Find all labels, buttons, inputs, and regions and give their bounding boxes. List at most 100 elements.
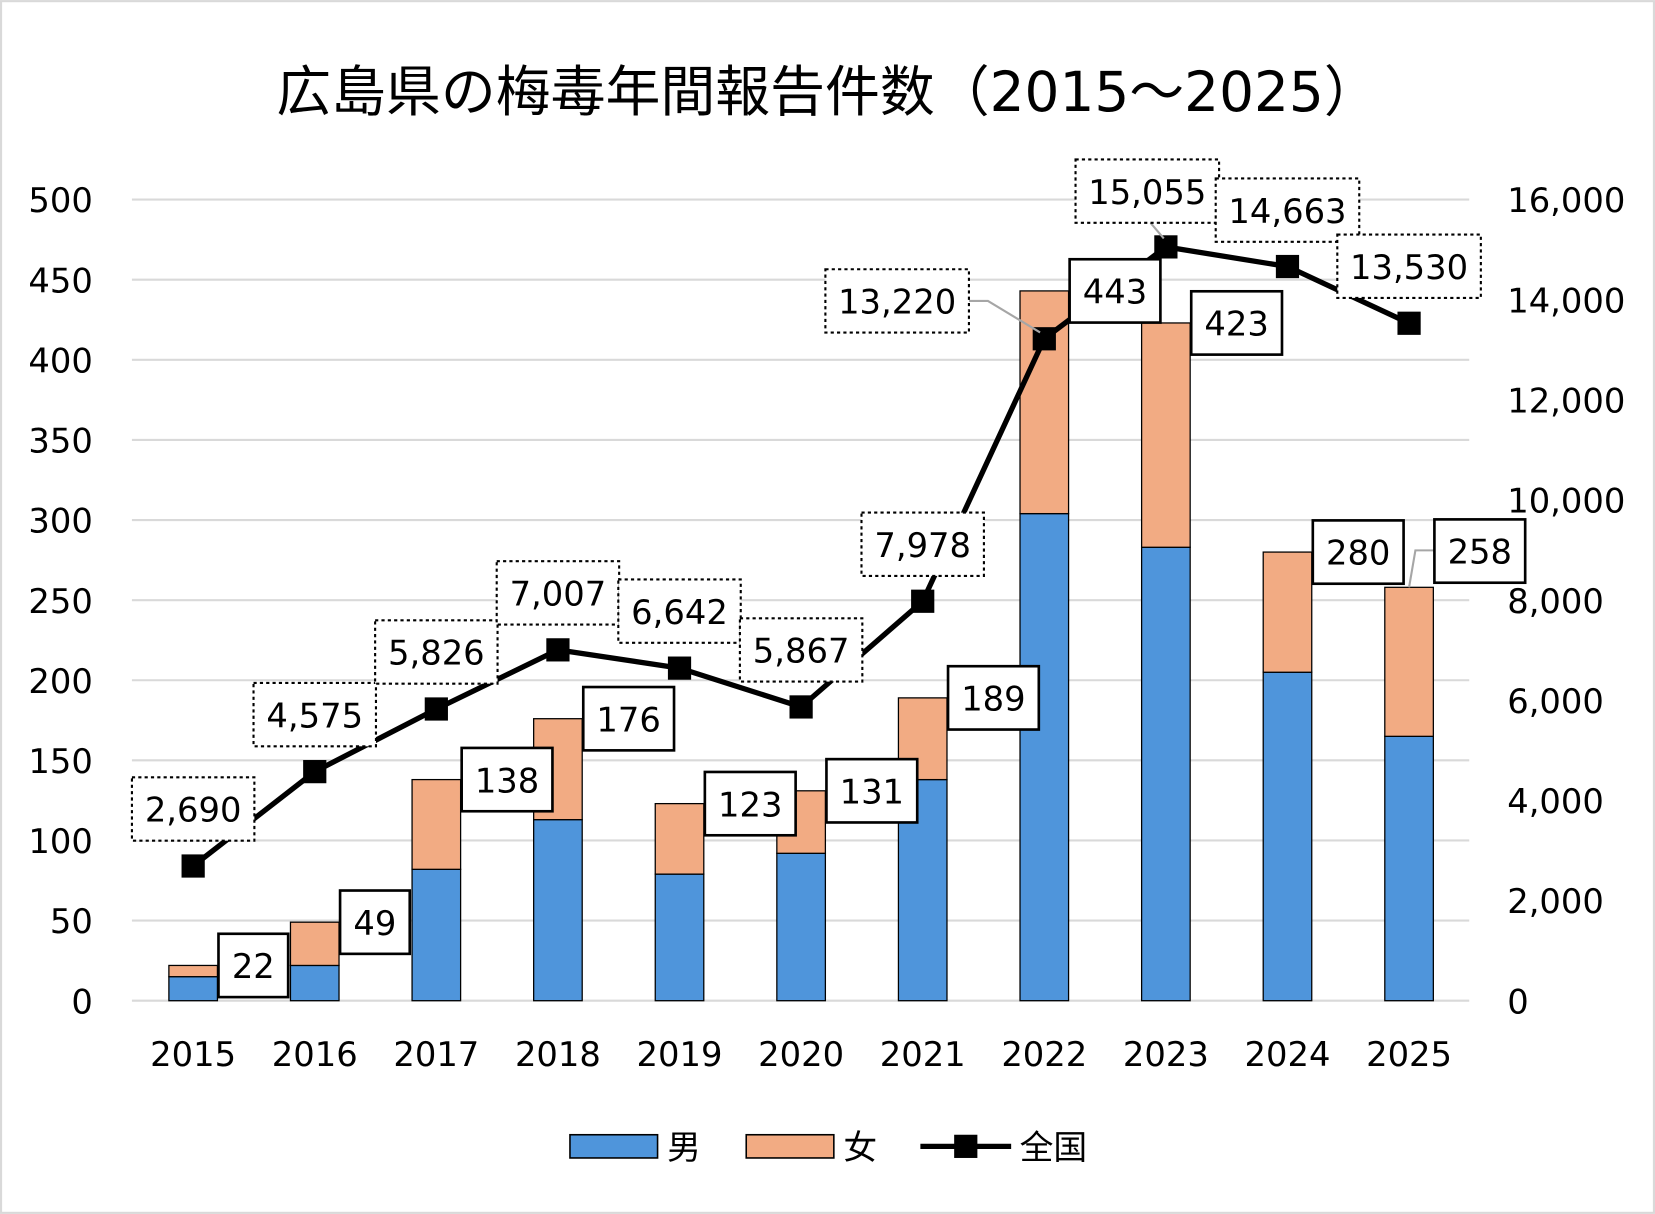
legend: 男 女 全国	[569, 1128, 1088, 1167]
legend-label-male: 男	[667, 1128, 701, 1167]
y-right-tick-label: 10,000	[1507, 482, 1625, 521]
total-label: 258	[1448, 533, 1512, 572]
national-label: 2,690	[145, 791, 242, 830]
bar-male	[533, 819, 583, 1002]
bar-male	[1019, 512, 1070, 1002]
x-tick-label: 2023	[1123, 1035, 1209, 1074]
national-marker	[181, 854, 205, 878]
x-tick-label: 2024	[1245, 1035, 1331, 1074]
total-label-box	[581, 685, 676, 752]
y-right-tick-label: 6,000	[1507, 682, 1604, 721]
national-marker	[789, 695, 813, 719]
total-label: 189	[961, 680, 1025, 719]
national-marker	[1154, 235, 1178, 259]
bar-male	[289, 964, 340, 1002]
y-left-tick-label: 350	[28, 422, 92, 461]
total-label-box	[825, 757, 919, 824]
total-label-box	[1433, 518, 1527, 585]
bar-male	[168, 976, 219, 1002]
national-label: 14,663	[1228, 192, 1346, 231]
bar-female	[1384, 586, 1434, 737]
y-right-tick-label: 16,000	[1507, 181, 1625, 220]
x-tick-label: 2025	[1366, 1035, 1452, 1074]
legend-marker-national	[954, 1134, 978, 1158]
bar-female	[654, 802, 705, 875]
bar-female	[411, 778, 462, 870]
y-right-tick-label: 0	[1507, 982, 1528, 1021]
bar-female	[1140, 322, 1191, 548]
national-marker	[546, 638, 570, 662]
national-label: 5,867	[753, 632, 850, 671]
total-label: 131	[840, 772, 904, 811]
bar-female	[168, 964, 219, 978]
national-label-box	[1074, 158, 1221, 224]
national-marker	[1275, 254, 1300, 279]
leader-line	[1149, 222, 1165, 240]
y-left-tick-label: 400	[28, 341, 92, 380]
y-right-tick-label: 2,000	[1507, 882, 1604, 921]
total-label-box	[1311, 519, 1405, 586]
national-label-box	[1336, 233, 1482, 299]
national-label-box	[130, 776, 256, 842]
total-label: 123	[718, 785, 782, 824]
total-label: 443	[1083, 273, 1147, 312]
national-marker	[667, 656, 692, 680]
x-tick-label: 2020	[758, 1035, 844, 1074]
bar-male	[776, 852, 827, 1002]
national-label: 13,220	[838, 283, 956, 322]
bar-male	[654, 873, 705, 1002]
total-label-box	[703, 770, 797, 837]
national-label: 15,055	[1088, 173, 1206, 212]
x-tick-label: 2021	[880, 1035, 966, 1074]
national-label: 4,575	[266, 696, 363, 735]
y-right-tick-label: 8,000	[1507, 582, 1604, 621]
bar-male	[411, 868, 462, 1002]
legend-label-female: 女	[843, 1128, 877, 1167]
national-marker	[303, 760, 327, 784]
national-label-box	[1214, 177, 1361, 243]
x-tick-label: 2022	[1001, 1035, 1087, 1074]
x-tick-label: 2019	[637, 1035, 723, 1074]
total-label: 423	[1204, 305, 1268, 344]
national-marker	[1032, 327, 1056, 351]
chart-title: 広島県の梅毒年間報告件数（2015～2025）	[276, 60, 1378, 124]
bar-female	[1262, 551, 1313, 673]
national-label: 5,826	[388, 634, 485, 673]
total-label-box	[217, 932, 290, 999]
national-label: 6,642	[631, 593, 728, 632]
y-left-tick-label: 0	[71, 982, 92, 1021]
national-label-box	[374, 619, 499, 685]
leader-line	[968, 299, 1041, 334]
total-label: 138	[475, 761, 539, 800]
national-marker	[911, 589, 935, 613]
y-left-tick-label: 300	[28, 502, 92, 541]
y-left-tick-label: 150	[28, 742, 92, 781]
national-label-box	[824, 268, 970, 334]
national-label-box	[738, 617, 864, 683]
total-label: 22	[232, 947, 275, 986]
x-tick-label: 2017	[393, 1035, 479, 1074]
y-left-tick-label: 200	[28, 662, 92, 701]
national-marker	[1397, 311, 1421, 335]
bar-male	[1262, 671, 1313, 1002]
national-label: 13,530	[1350, 248, 1468, 287]
x-tick-label: 2018	[515, 1035, 601, 1074]
legend-swatch-male	[569, 1133, 659, 1159]
y-left-tick-label: 100	[28, 822, 92, 861]
total-label-box	[1068, 257, 1162, 324]
legend-label-national: 全国	[1020, 1128, 1088, 1167]
national-label: 7,007	[510, 575, 607, 614]
x-tick-label: 2016	[272, 1035, 358, 1074]
total-label-box	[946, 664, 1041, 731]
bar-male	[1384, 735, 1434, 1002]
y-right-tick-label: 14,000	[1507, 281, 1625, 320]
y-right-tick-label: 12,000	[1507, 382, 1625, 421]
bar-male	[1140, 546, 1191, 1002]
national-label-box	[860, 511, 985, 577]
y-left-tick-label: 450	[28, 261, 92, 300]
y-right-tick-label: 4,000	[1507, 782, 1604, 821]
total-label: 280	[1326, 534, 1390, 573]
total-label-box	[1189, 289, 1284, 356]
